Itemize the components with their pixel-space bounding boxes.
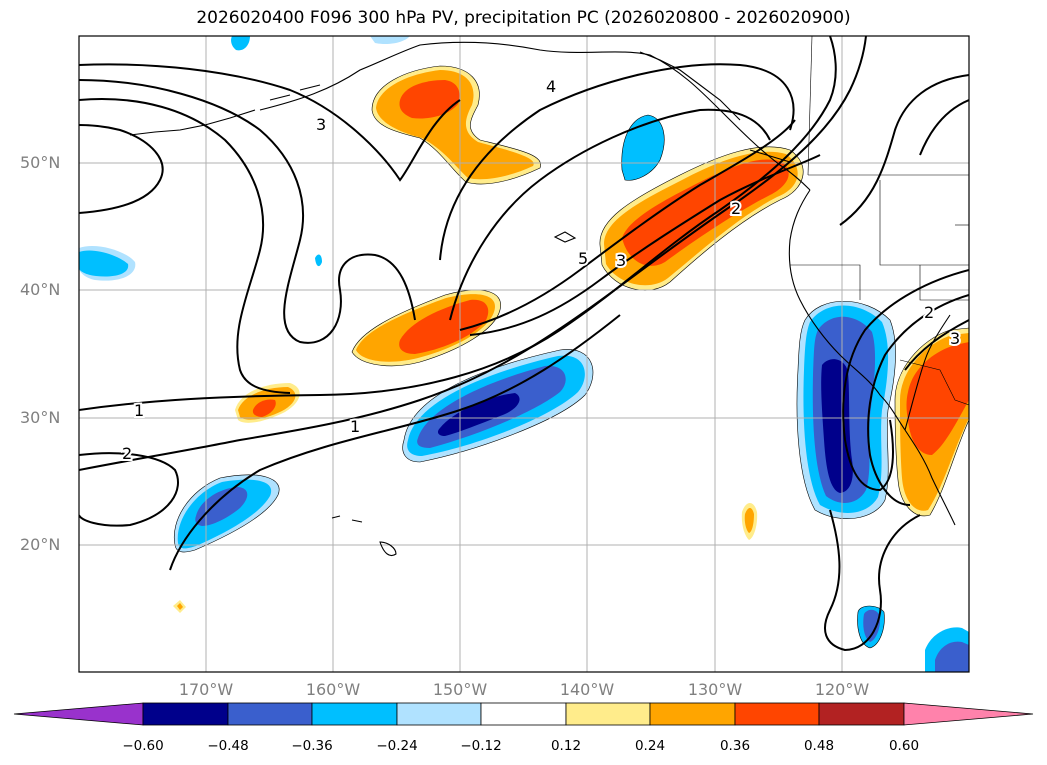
colorbar-tick: −0.24 (376, 738, 418, 754)
contour-label: 2 (122, 444, 132, 463)
colorbar-tick: 0.24 (634, 738, 666, 754)
pv-contour-2b (79, 124, 164, 214)
contour-label: 4 (546, 77, 556, 96)
pv-contour-1b (79, 36, 867, 471)
contour-label: 3 (316, 115, 326, 134)
lon-label-130w: 130°W (687, 680, 743, 699)
lon-label-170w: 170°W (178, 680, 234, 699)
contour-label: 5 (578, 249, 588, 268)
lon-label-140w: 140°W (559, 680, 615, 699)
contour-label: 1 (350, 417, 360, 436)
colorbar-tick: 0.36 (719, 738, 751, 754)
contour-label: 2 (924, 303, 934, 322)
shading-outlines (173, 65, 969, 649)
lon-label-160w: 160°W (305, 680, 361, 699)
colorbar-tick: −0.60 (122, 738, 164, 754)
contour-label: 2 (731, 199, 741, 218)
pv-contour-3b (79, 79, 416, 344)
lon-label-120w: 120°W (814, 680, 870, 699)
colorbar-tick: 0.12 (550, 738, 582, 754)
colorbar (13, 702, 1034, 726)
precip-positive-anomaly-shading (173, 66, 969, 613)
map-title: 2026020400 F096 300 hPa PV, precipitatio… (196, 8, 851, 28)
colorbar-tick: −0.36 (291, 738, 333, 754)
lat-label-30n: 30°N (20, 408, 61, 427)
colorbar-low-extend (13, 702, 144, 726)
pv-contour-3a (79, 98, 291, 394)
lat-label-40n: 40°N (20, 280, 61, 299)
contour-label: 3 (616, 251, 626, 270)
graticule (79, 36, 969, 672)
pv-contour-3c (79, 63, 461, 182)
colorbar-tick: 0.48 (803, 738, 835, 754)
lon-label-150w: 150°W (432, 680, 488, 699)
contour-labels: 1 1 2 2 2 3 3 3 4 5 (120, 75, 962, 465)
map-frame (78, 35, 970, 673)
pv-contour-4 (439, 63, 795, 261)
lat-label-50n: 50°N (20, 153, 61, 172)
contour-label: 1 (134, 401, 144, 420)
pv-contour-1c (169, 314, 621, 571)
colorbar-tick: −0.12 (460, 738, 502, 754)
colorbar-high-extend (903, 702, 1034, 726)
pv-contours (79, 36, 969, 652)
political-borders (790, 36, 969, 406)
colorbar-tick: 0.60 (888, 738, 920, 754)
contour-label: 3 (950, 329, 960, 348)
pv-contour-5 (449, 108, 771, 321)
colorbar-tick: −0.48 (207, 738, 249, 754)
lat-label-20n: 20°N (20, 535, 61, 554)
pv-contour-2a (79, 452, 179, 527)
